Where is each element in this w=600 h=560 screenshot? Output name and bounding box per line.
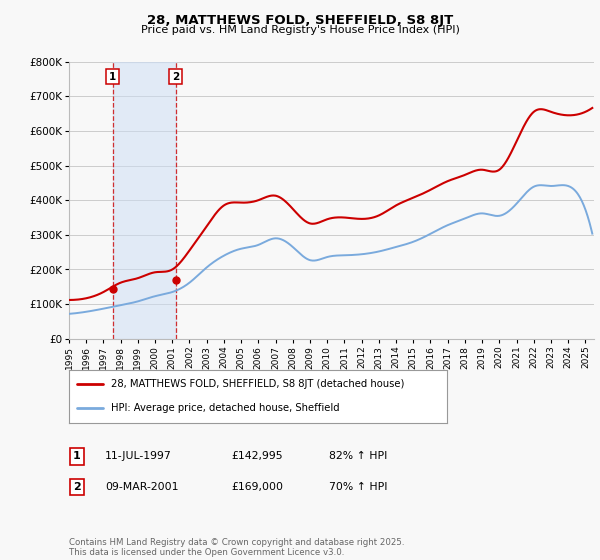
Text: 28, MATTHEWS FOLD, SHEFFIELD, S8 8JT (detached house): 28, MATTHEWS FOLD, SHEFFIELD, S8 8JT (de…	[110, 379, 404, 389]
Text: Price paid vs. HM Land Registry's House Price Index (HPI): Price paid vs. HM Land Registry's House …	[140, 25, 460, 35]
Text: 09-MAR-2001: 09-MAR-2001	[105, 482, 179, 492]
Text: 1: 1	[109, 72, 116, 82]
Text: £169,000: £169,000	[231, 482, 283, 492]
Text: 70% ↑ HPI: 70% ↑ HPI	[329, 482, 388, 492]
Text: 28, MATTHEWS FOLD, SHEFFIELD, S8 8JT: 28, MATTHEWS FOLD, SHEFFIELD, S8 8JT	[147, 14, 453, 27]
Text: 2: 2	[73, 482, 80, 492]
Text: 11-JUL-1997: 11-JUL-1997	[105, 451, 172, 461]
Text: 82% ↑ HPI: 82% ↑ HPI	[329, 451, 387, 461]
Text: £142,995: £142,995	[231, 451, 283, 461]
Text: Contains HM Land Registry data © Crown copyright and database right 2025.
This d: Contains HM Land Registry data © Crown c…	[69, 538, 404, 557]
Text: 1: 1	[73, 451, 80, 461]
Bar	[113, 62, 176, 339]
Text: 2: 2	[172, 72, 179, 82]
Text: HPI: Average price, detached house, Sheffield: HPI: Average price, detached house, Shef…	[110, 403, 339, 413]
